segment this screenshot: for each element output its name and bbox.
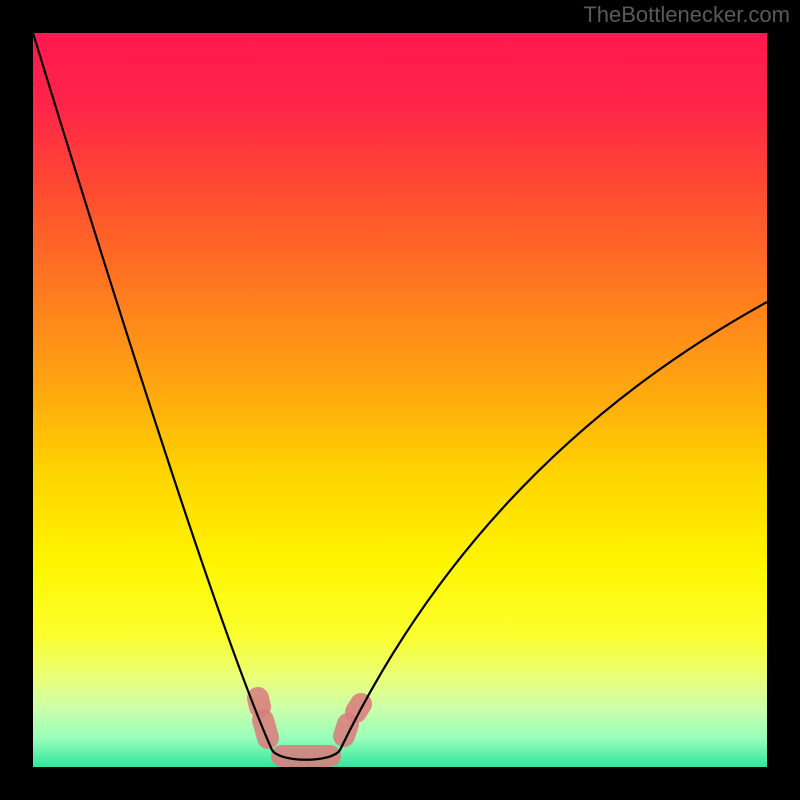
- chart-canvas: TheBottlenecker.com: [0, 0, 800, 800]
- chart-svg: TheBottlenecker.com: [0, 0, 800, 800]
- highlight-segment: [258, 698, 260, 707]
- watermark-text: TheBottlenecker.com: [583, 2, 790, 27]
- gradient-background: [33, 33, 767, 767]
